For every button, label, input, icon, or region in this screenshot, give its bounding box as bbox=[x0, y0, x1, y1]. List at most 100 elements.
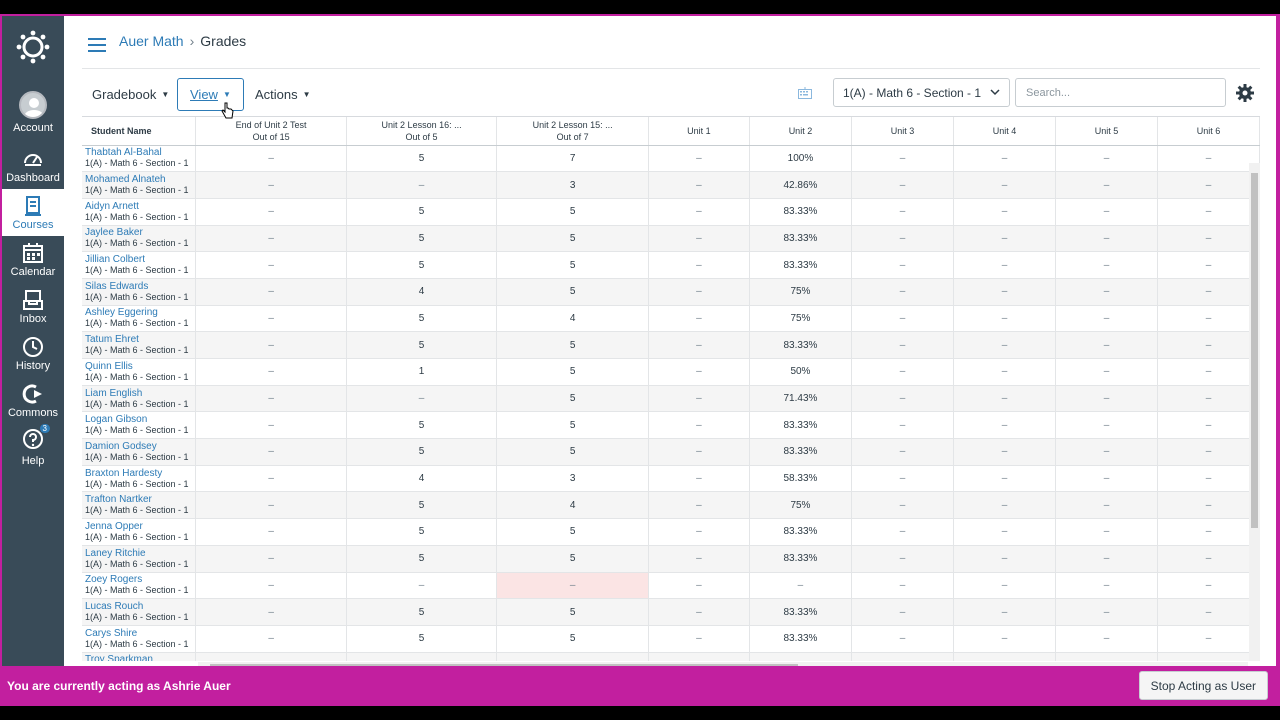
grade-cell[interactable]: – bbox=[851, 545, 955, 573]
grade-cell[interactable]: – bbox=[953, 358, 1056, 386]
nav-inbox[interactable]: Inbox bbox=[2, 283, 64, 330]
grade-cell[interactable]: 5 bbox=[346, 598, 498, 626]
grade-cell[interactable]: – bbox=[1055, 518, 1158, 546]
grade-cell[interactable]: 5 bbox=[496, 251, 649, 279]
student-name-link[interactable]: Damion Godsey bbox=[85, 440, 157, 452]
grade-cell[interactable]: 5 bbox=[346, 545, 498, 573]
grade-cell[interactable]: – bbox=[1055, 465, 1158, 493]
grade-cell[interactable]: – bbox=[851, 598, 955, 626]
grade-cell[interactable]: – bbox=[851, 625, 955, 653]
column-header[interactable]: Unit 2 Lesson 16: ... Out of 5 bbox=[346, 117, 498, 146]
grade-cell[interactable]: – bbox=[953, 305, 1056, 333]
grade-cell[interactable]: – bbox=[1157, 171, 1260, 199]
grade-cell[interactable]: 5 bbox=[496, 331, 649, 359]
grade-cell[interactable]: 7 bbox=[496, 145, 649, 173]
grade-cell[interactable]: – bbox=[1055, 598, 1158, 626]
student-name-link[interactable]: Trafton Nartker bbox=[85, 494, 152, 506]
grade-cell[interactable]: – bbox=[953, 145, 1056, 173]
grade-cell[interactable]: – bbox=[953, 598, 1056, 626]
grade-cell[interactable]: 83.33% bbox=[749, 545, 853, 573]
grade-cell[interactable]: 5 bbox=[346, 305, 498, 333]
breadcrumb-course-link[interactable]: Auer Math bbox=[119, 33, 184, 49]
grade-cell[interactable]: 100% bbox=[749, 145, 853, 173]
nav-account[interactable]: Account bbox=[2, 82, 64, 142]
student-name-link[interactable]: Aidyn Arnett bbox=[85, 200, 139, 212]
grade-cell[interactable]: – bbox=[648, 305, 750, 333]
grade-cell[interactable]: – bbox=[851, 518, 955, 546]
grade-cell[interactable]: – bbox=[195, 145, 347, 173]
grade-cell[interactable]: – bbox=[953, 411, 1056, 440]
grade-cell[interactable]: – bbox=[1157, 278, 1260, 306]
grade-cell[interactable]: – bbox=[195, 198, 347, 226]
grade-cell[interactable]: – bbox=[1157, 518, 1260, 546]
column-header-student-name[interactable]: Student Name bbox=[82, 117, 197, 146]
grade-cell[interactable]: – bbox=[1055, 411, 1158, 440]
grade-cell[interactable]: – bbox=[195, 545, 347, 573]
grade-cell[interactable]: – bbox=[1055, 225, 1158, 253]
grade-cell[interactable]: 83.33% bbox=[749, 411, 853, 440]
column-header[interactable]: End of Unit 2 Test Out of 15 bbox=[195, 117, 347, 146]
grade-cell[interactable]: – bbox=[1055, 198, 1158, 226]
grade-cell[interactable]: 83.33% bbox=[749, 198, 853, 226]
grade-cell[interactable]: 5 bbox=[496, 411, 649, 440]
grade-cell[interactable]: – bbox=[851, 411, 955, 440]
grade-cell[interactable]: – bbox=[648, 278, 750, 306]
grade-cell[interactable]: – bbox=[851, 198, 955, 226]
grade-cell[interactable]: – bbox=[1157, 358, 1260, 386]
nav-calendar[interactable]: Calendar bbox=[2, 236, 64, 283]
student-name-link[interactable]: Ashley Eggering bbox=[85, 307, 158, 319]
grade-cell[interactable]: – bbox=[953, 465, 1056, 493]
grade-cell[interactable]: – bbox=[648, 625, 750, 653]
grade-cell[interactable]: – bbox=[1157, 465, 1260, 493]
grade-cell[interactable]: 5 bbox=[496, 278, 649, 306]
grade-cell[interactable]: – bbox=[1157, 305, 1260, 333]
grade-cell[interactable]: – bbox=[1055, 358, 1158, 386]
column-header[interactable]: Unit 3 bbox=[851, 117, 955, 146]
grade-cell[interactable]: 5 bbox=[496, 225, 649, 253]
grade-cell[interactable]: 5 bbox=[496, 598, 649, 626]
grade-cell[interactable]: – bbox=[851, 465, 955, 493]
grade-cell[interactable]: – bbox=[346, 572, 498, 600]
grade-cell[interactable]: – bbox=[648, 331, 750, 359]
grade-cell[interactable]: – bbox=[648, 438, 750, 466]
grade-cell[interactable]: – bbox=[851, 305, 955, 333]
grade-cell[interactable]: 5 bbox=[346, 518, 498, 546]
vertical-scroll-thumb[interactable] bbox=[1251, 173, 1258, 528]
grade-cell[interactable]: – bbox=[195, 438, 347, 466]
student-search-input[interactable] bbox=[1015, 78, 1226, 107]
column-header[interactable]: Unit 2 Lesson 15: ... Out of 7 bbox=[496, 117, 649, 146]
grade-cell[interactable]: 75% bbox=[749, 278, 853, 306]
grade-cell[interactable]: – bbox=[953, 518, 1056, 546]
grade-cell[interactable]: – bbox=[648, 491, 750, 520]
student-name-link[interactable]: Mohamed Alnateh bbox=[85, 174, 166, 186]
grade-cell[interactable]: – bbox=[1055, 385, 1158, 413]
student-name-link[interactable]: Jaylee Baker bbox=[85, 227, 143, 239]
column-header[interactable]: Unit 5 bbox=[1055, 117, 1158, 146]
grade-cell[interactable]: 50% bbox=[749, 358, 853, 386]
column-header[interactable]: Unit 2 bbox=[749, 117, 853, 146]
grade-cell[interactable]: – bbox=[953, 385, 1056, 413]
grade-cell[interactable]: – bbox=[851, 171, 955, 199]
horizontal-scrollbar[interactable] bbox=[198, 662, 1248, 666]
grade-cell[interactable]: – bbox=[851, 572, 955, 600]
grade-cell[interactable]: 5 bbox=[496, 518, 649, 546]
grade-cell[interactable]: – bbox=[195, 625, 347, 653]
grade-cell[interactable]: 83.33% bbox=[749, 598, 853, 626]
grade-cell[interactable]: – bbox=[1157, 598, 1260, 626]
grade-cell[interactable]: – bbox=[1157, 385, 1260, 413]
nav-help[interactable]: 3 Help bbox=[2, 424, 64, 471]
grade-cell[interactable]: 83.33% bbox=[749, 652, 853, 661]
student-name-link[interactable]: Quinn Ellis bbox=[85, 360, 133, 372]
grade-cell[interactable]: – bbox=[851, 145, 955, 173]
grade-cell[interactable]: – bbox=[195, 652, 347, 661]
grade-cell[interactable]: – bbox=[953, 545, 1056, 573]
grade-cell[interactable]: – bbox=[346, 385, 498, 413]
grade-cell[interactable]: – bbox=[648, 225, 750, 253]
grade-cell[interactable]: – bbox=[648, 411, 750, 440]
grade-cell[interactable]: 1 bbox=[346, 358, 498, 386]
hamburger-menu-icon[interactable] bbox=[88, 38, 106, 52]
grade-cell[interactable]: 71.43% bbox=[749, 385, 853, 413]
grade-cell[interactable]: – bbox=[851, 491, 955, 520]
grade-cell[interactable]: – bbox=[195, 331, 347, 359]
grade-cell[interactable]: 83.33% bbox=[749, 225, 853, 253]
